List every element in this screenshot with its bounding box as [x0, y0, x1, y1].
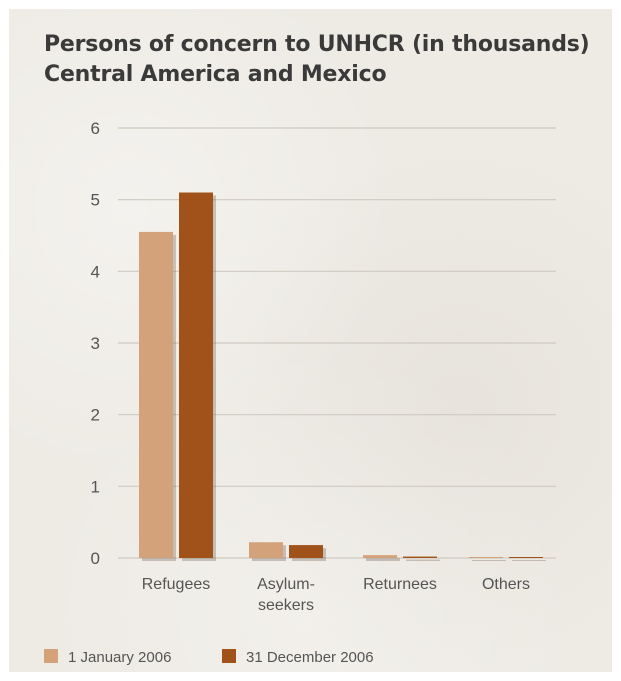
- bar-fill: [509, 557, 543, 558]
- bar-fill: [403, 556, 437, 558]
- bar-fill: [289, 545, 323, 558]
- bar-fill: [363, 555, 397, 558]
- bar-shadow: [472, 560, 506, 561]
- y-axis-tick-labels: 0 1 2 3 4 5 6: [91, 119, 100, 568]
- y-tick-label-0: 0: [91, 549, 100, 568]
- legend-swatch: [222, 649, 236, 663]
- legend-item-2: 31 December 2006: [222, 649, 374, 666]
- bar-2-series-2: [289, 545, 326, 561]
- bar-1-series-2: [179, 192, 216, 561]
- legend-label: 31 December 2006: [246, 649, 374, 666]
- category-label-2-line-2: seekers: [258, 597, 314, 614]
- bar-shadow: [512, 560, 546, 561]
- category-label-4: Others: [482, 576, 530, 593]
- bar-shadow: [366, 558, 400, 561]
- chart-title-line-2: Central America and Mexico: [44, 62, 387, 87]
- bar-fill: [469, 557, 503, 558]
- bar-shadow: [406, 559, 440, 561]
- bar-3-series-2: [403, 556, 440, 561]
- bar-2-series-1: [249, 542, 286, 561]
- category-label-2-line-1: Asylum-: [257, 576, 315, 593]
- bar-4-series-1: [469, 557, 506, 561]
- bar-4-series-2: [509, 557, 546, 561]
- bar-fill: [139, 231, 173, 558]
- bar-3-series-1: [363, 555, 400, 561]
- chart-title-line-1: Persons of concern to UNHCR (in thousand…: [44, 32, 590, 57]
- y-tick-label-5: 5: [91, 191, 100, 210]
- chart-title: Persons of concern to UNHCR (in thousand…: [44, 30, 590, 90]
- category-label-3: Returnees: [363, 576, 437, 593]
- category-label-1: Refugees: [142, 576, 211, 593]
- bar-fill: [179, 192, 213, 558]
- y-tick-label-3: 3: [91, 334, 100, 353]
- bar-1-series-1: [139, 231, 176, 561]
- legend-swatch: [44, 649, 58, 663]
- y-tick-label-2: 2: [91, 406, 100, 425]
- x-axis-category-labels: Refugees Asylum-seekers Returnees Others: [142, 576, 530, 614]
- legend-label: 1 January 2006: [68, 649, 171, 666]
- bars: [139, 192, 546, 561]
- chart-panel: [9, 9, 612, 672]
- bar-fill: [249, 542, 283, 558]
- legend: 1 January 2006 31 December 2006: [44, 649, 374, 666]
- y-tick-label-4: 4: [91, 262, 100, 281]
- y-tick-label-1: 1: [91, 477, 100, 496]
- y-tick-label-6: 6: [91, 119, 100, 138]
- legend-item-1: 1 January 2006: [44, 649, 171, 666]
